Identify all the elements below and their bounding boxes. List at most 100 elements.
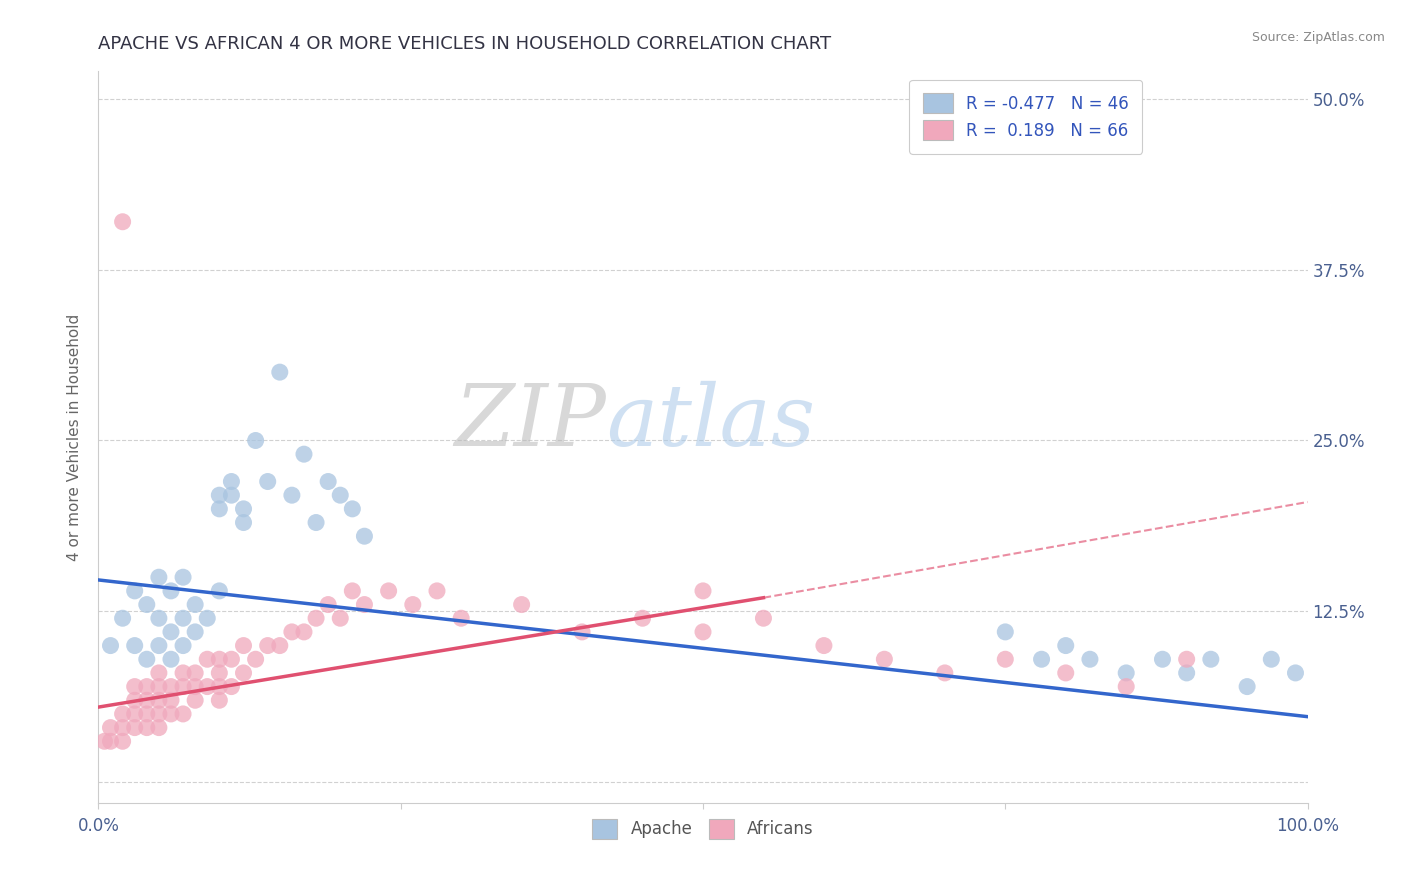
Point xyxy=(232,501,254,516)
Point xyxy=(221,488,243,502)
Point xyxy=(752,611,775,625)
Point xyxy=(1175,652,1198,666)
Point xyxy=(402,598,425,612)
Point xyxy=(135,652,157,666)
Point xyxy=(692,624,714,639)
Point xyxy=(208,680,231,694)
Point xyxy=(994,624,1017,639)
Point xyxy=(148,570,170,584)
Point xyxy=(1284,665,1306,680)
Point xyxy=(172,665,194,680)
Point xyxy=(245,652,267,666)
Point xyxy=(184,693,207,707)
Text: atlas: atlas xyxy=(606,381,815,464)
Point xyxy=(208,488,231,502)
Point xyxy=(450,611,472,625)
Point xyxy=(1031,652,1053,666)
Point xyxy=(1152,652,1174,666)
Point xyxy=(111,721,134,735)
Point xyxy=(148,680,170,694)
Point xyxy=(305,611,328,625)
Point xyxy=(377,583,399,598)
Point xyxy=(1054,665,1077,680)
Point xyxy=(269,639,291,653)
Point xyxy=(994,652,1017,666)
Point xyxy=(148,693,170,707)
Point xyxy=(329,488,352,502)
Point xyxy=(148,665,170,680)
Legend: Apache, Africans: Apache, Africans xyxy=(585,812,821,846)
Point xyxy=(353,529,375,543)
Point xyxy=(208,583,231,598)
Point xyxy=(281,624,304,639)
Point xyxy=(1175,665,1198,680)
Point xyxy=(148,639,170,653)
Point xyxy=(124,706,146,721)
Point xyxy=(184,624,207,639)
Point xyxy=(1236,680,1258,694)
Point xyxy=(172,639,194,653)
Point xyxy=(172,570,194,584)
Point xyxy=(873,652,896,666)
Point xyxy=(111,734,134,748)
Point xyxy=(124,680,146,694)
Point xyxy=(160,583,183,598)
Point xyxy=(245,434,267,448)
Point xyxy=(172,611,194,625)
Point xyxy=(292,447,315,461)
Point xyxy=(135,721,157,735)
Point xyxy=(232,665,254,680)
Point xyxy=(631,611,654,625)
Point xyxy=(692,583,714,598)
Point xyxy=(256,639,278,653)
Point xyxy=(93,734,115,748)
Point xyxy=(195,680,218,694)
Point xyxy=(111,706,134,721)
Point xyxy=(124,721,146,735)
Y-axis label: 4 or more Vehicles in Household: 4 or more Vehicles in Household xyxy=(67,313,83,561)
Point xyxy=(342,501,364,516)
Point xyxy=(160,706,183,721)
Point xyxy=(124,583,146,598)
Point xyxy=(184,680,207,694)
Point xyxy=(208,652,231,666)
Point xyxy=(135,693,157,707)
Text: ZIP: ZIP xyxy=(454,381,606,464)
Point xyxy=(281,488,304,502)
Point xyxy=(111,215,134,229)
Point xyxy=(571,624,593,639)
Point xyxy=(100,639,122,653)
Point xyxy=(426,583,449,598)
Point xyxy=(135,706,157,721)
Point xyxy=(329,611,352,625)
Point xyxy=(1260,652,1282,666)
Point xyxy=(316,598,339,612)
Point xyxy=(172,680,194,694)
Point xyxy=(305,516,328,530)
Point xyxy=(148,706,170,721)
Point xyxy=(148,611,170,625)
Point xyxy=(353,598,375,612)
Point xyxy=(160,652,183,666)
Point xyxy=(510,598,533,612)
Point xyxy=(111,611,134,625)
Point xyxy=(1199,652,1222,666)
Point xyxy=(160,680,183,694)
Text: Source: ZipAtlas.com: Source: ZipAtlas.com xyxy=(1251,31,1385,45)
Point xyxy=(1115,680,1137,694)
Point xyxy=(100,721,122,735)
Point xyxy=(172,706,194,721)
Text: APACHE VS AFRICAN 4 OR MORE VEHICLES IN HOUSEHOLD CORRELATION CHART: APACHE VS AFRICAN 4 OR MORE VEHICLES IN … xyxy=(98,35,831,54)
Point xyxy=(208,665,231,680)
Point xyxy=(1054,639,1077,653)
Point xyxy=(1078,652,1101,666)
Point xyxy=(221,652,243,666)
Point xyxy=(232,516,254,530)
Point xyxy=(184,598,207,612)
Point xyxy=(1115,665,1137,680)
Point xyxy=(813,639,835,653)
Point xyxy=(208,501,231,516)
Point xyxy=(124,639,146,653)
Point xyxy=(269,365,291,379)
Point xyxy=(160,624,183,639)
